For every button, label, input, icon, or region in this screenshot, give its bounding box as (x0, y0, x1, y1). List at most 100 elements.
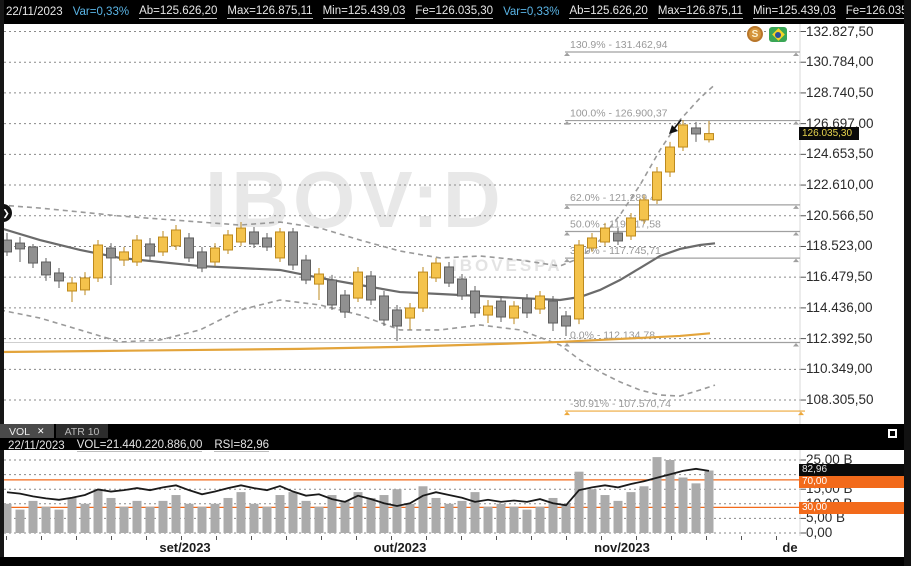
candle-body (587, 237, 597, 249)
candle-body (275, 231, 285, 259)
sma21-line (0, 226, 716, 302)
volume-bar (93, 489, 103, 533)
volume-bar (613, 500, 623, 533)
candle-body (262, 237, 272, 248)
quote-close: Fe=126.035,30 (415, 5, 494, 19)
fib-arrow (564, 342, 570, 347)
volume-bar (418, 486, 428, 533)
time-axis-label: nov/2023 (594, 540, 650, 555)
candle-body (197, 251, 207, 269)
fib-arrow (798, 411, 804, 416)
candle-body (626, 217, 636, 237)
candle-body (431, 262, 441, 279)
candlestick-chart[interactable]: 130.9% - 131.462,94 100.0% - 126.900,37 62… (0, 24, 911, 424)
fib-label: 130.9% - 131.462,94 (570, 39, 668, 51)
volume-rsi-chart[interactable] (0, 450, 911, 536)
time-axis-label: de (782, 540, 798, 555)
quote-var-2: Var=0,33% (503, 6, 560, 18)
maximize-icon[interactable] (888, 429, 897, 438)
volume-bar (119, 506, 129, 533)
indicator-tabs: VOL ✕ ATR 10 (0, 424, 911, 438)
volume-bar (652, 457, 662, 533)
cursor-arrow-icon (669, 125, 678, 134)
tab-atr10[interactable]: ATR 10 (55, 424, 109, 438)
volume-bar (158, 500, 168, 533)
volume-bar (106, 497, 116, 533)
fib-arrow (793, 121, 799, 125)
volume-bar (171, 495, 181, 533)
candle-body (145, 243, 155, 257)
candle-body (28, 246, 38, 264)
volume-bar (236, 492, 246, 533)
price-axis-label: 112.392,50 (806, 330, 873, 346)
candle-body (132, 239, 142, 263)
candle-body (67, 282, 77, 292)
candle-body (93, 244, 103, 279)
close-icon[interactable]: ✕ (37, 426, 45, 436)
watermark-name: IBOVESPA (452, 256, 563, 275)
candle-body (600, 227, 610, 243)
bottom-window-bar (0, 557, 911, 566)
price-axis-label: 118.523,00 (806, 238, 873, 254)
candle-body (158, 236, 168, 253)
volume-bar (210, 503, 220, 533)
candle-body (522, 298, 532, 314)
candle-body (496, 300, 506, 318)
volume-bar (548, 497, 558, 533)
volume-bar (262, 506, 272, 533)
quote-low: Min=125.439,03 (322, 5, 406, 19)
rsi-line (6, 467, 710, 507)
volume-bar (275, 495, 285, 533)
tab-vol[interactable]: VOL ✕ (0, 424, 54, 438)
volume-bar (535, 506, 545, 533)
rsi-axis-tag: 82,96 (799, 464, 905, 476)
coin-s-icon[interactable]: S (747, 26, 763, 42)
time-axis[interactable]: set/2023 out/2023 nov/2023 de (0, 536, 911, 557)
volume-axis-label: 5,00 B (806, 510, 846, 526)
tab-atr10-label: ATR 10 (64, 425, 100, 438)
rsi-axis-tag: 30,00 (799, 501, 905, 514)
candle-body (418, 271, 428, 309)
volume-bar (353, 492, 363, 533)
price-axis-label: 110.349,00 (806, 361, 873, 377)
volume-bar (15, 509, 25, 533)
candle-body (535, 295, 545, 310)
candle-body (301, 259, 311, 281)
candle-body (171, 229, 181, 247)
volume-bar (431, 497, 441, 533)
candle-body (561, 315, 571, 327)
price-axis-label: 126.697,00 (806, 115, 874, 131)
volume-bar (132, 500, 142, 533)
volume-bar (327, 495, 337, 533)
price-chart-panel[interactable]: IBOV:D IBOVESPA 130.9% - 131.462,94 100.0… (0, 24, 911, 424)
fib-arrow (564, 232, 570, 236)
window-left-edge (0, 0, 4, 566)
volume-rsi-panel[interactable]: 25,00 B20,00 B15,00 B10,00 B5,00 B0,0082… (0, 450, 911, 540)
volume-bar (28, 500, 38, 533)
time-axis-label: out/2023 (373, 540, 427, 555)
volume-bar (483, 506, 493, 533)
price-axis-label: 130.784,00 (806, 54, 874, 70)
candle-body (444, 266, 454, 284)
brazil-flag-icon[interactable] (769, 27, 787, 42)
volume-bar (561, 503, 571, 533)
fib-label: 62.0% - 121.289,48 (570, 192, 662, 204)
fib-arrow (564, 205, 570, 209)
indicator-panel-header: VOL ✕ ATR 10 22/11/2023 VOL=21.440.220.8… (0, 424, 911, 452)
candle-body (288, 231, 298, 266)
quote-high: Max=126.875,11 (227, 5, 313, 19)
candle-body (119, 251, 129, 261)
quote-open: Ab=125.626,20 (139, 5, 218, 19)
fib-arrow (793, 52, 799, 57)
candle-body (184, 237, 194, 259)
candle-body (236, 227, 246, 243)
candle-body (509, 305, 519, 319)
volume-bar (2, 503, 12, 533)
volume-bar (249, 503, 259, 533)
candle-body (314, 273, 324, 285)
fib-label: 100.0% - 126.900,37 (570, 108, 668, 120)
quote-open-2: Ab=125.626,20 (569, 5, 648, 19)
price-axis-label: 132.827,50 (806, 23, 874, 39)
fib-arrow (564, 411, 570, 416)
